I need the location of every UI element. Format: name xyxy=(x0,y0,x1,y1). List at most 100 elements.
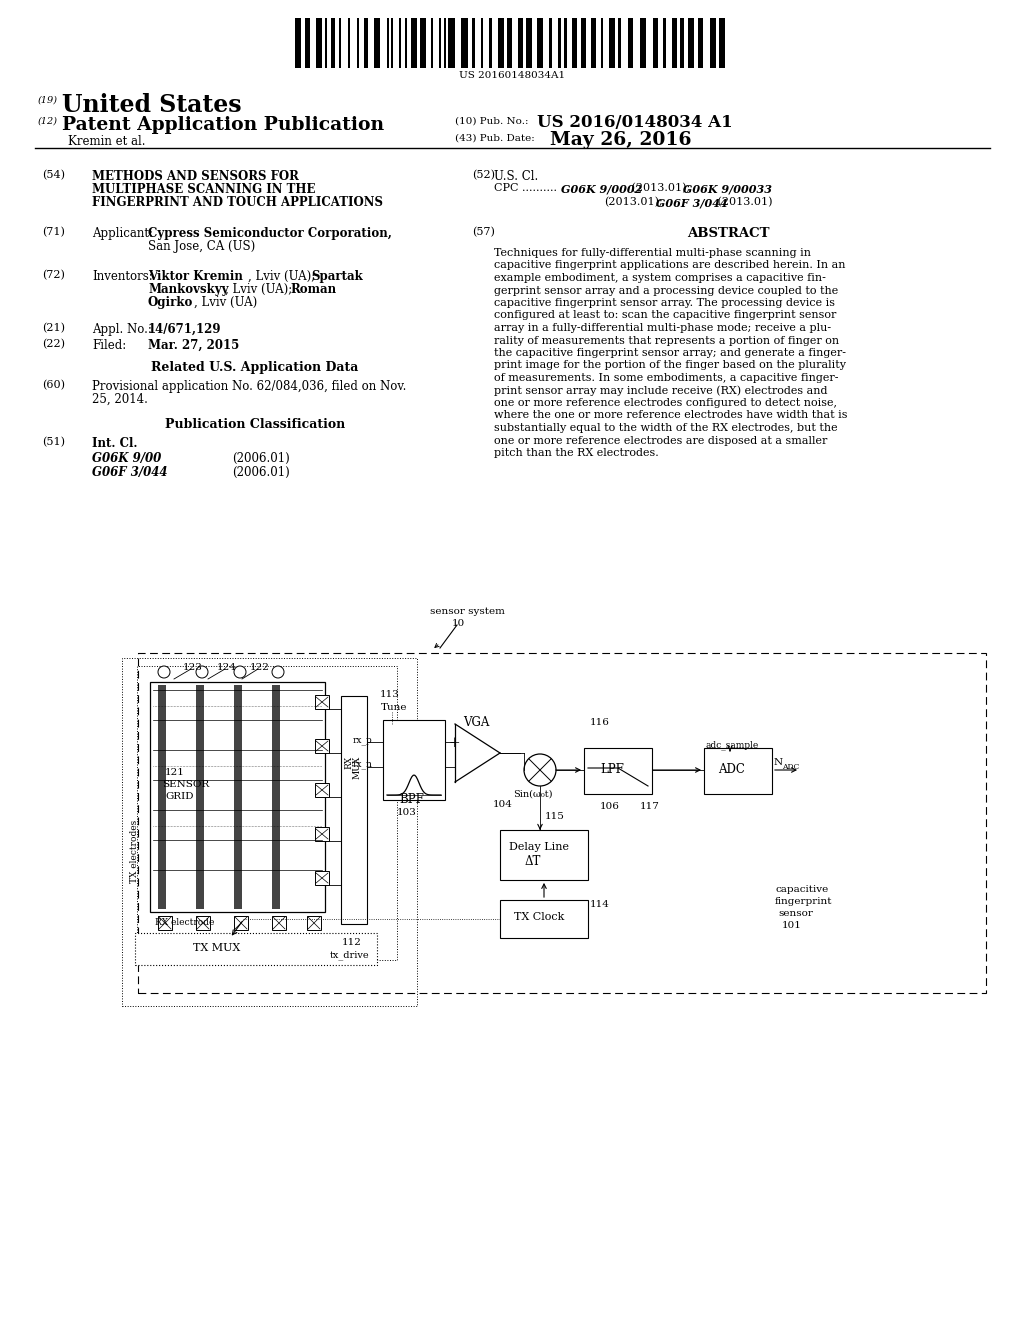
Bar xyxy=(462,18,468,69)
Bar xyxy=(326,18,328,69)
Bar xyxy=(158,685,166,909)
Circle shape xyxy=(272,667,284,678)
Text: Techniques for fully-differential multi-phase scanning in: Techniques for fully-differential multi-… xyxy=(494,248,811,257)
Text: VGA: VGA xyxy=(463,715,489,729)
Text: rx_p: rx_p xyxy=(353,737,373,744)
Text: example embodiment, a system comprises a capacitive fin-: example embodiment, a system comprises a… xyxy=(494,273,826,282)
Text: Tune: Tune xyxy=(381,704,408,711)
Bar xyxy=(305,18,310,69)
Text: gerprint sensor array and a processing device coupled to the: gerprint sensor array and a processing d… xyxy=(494,285,839,296)
Bar xyxy=(710,18,717,69)
Text: MUX: MUX xyxy=(353,756,362,779)
Bar xyxy=(158,916,172,931)
Text: (22): (22) xyxy=(42,339,65,350)
Bar xyxy=(591,18,596,69)
Text: G06K 9/0002: G06K 9/0002 xyxy=(561,183,642,194)
Bar xyxy=(571,18,577,69)
Bar xyxy=(444,18,446,69)
Bar xyxy=(517,18,523,69)
Bar xyxy=(272,685,280,909)
Text: (43) Pub. Date:: (43) Pub. Date: xyxy=(455,135,535,143)
Text: 116: 116 xyxy=(590,718,610,727)
Text: (51): (51) xyxy=(42,437,65,447)
Bar xyxy=(549,18,552,69)
Bar xyxy=(339,18,341,69)
Bar xyxy=(356,18,358,69)
Bar xyxy=(698,18,703,69)
Text: ADC: ADC xyxy=(782,763,800,771)
Text: (2013.01);: (2013.01); xyxy=(628,183,690,193)
Text: 114: 114 xyxy=(590,900,610,909)
Text: (2013.01);: (2013.01); xyxy=(604,197,663,207)
Bar xyxy=(584,748,652,795)
Text: TX Clock: TX Clock xyxy=(514,912,564,921)
Circle shape xyxy=(524,754,556,785)
Text: TX MUX: TX MUX xyxy=(193,942,241,953)
Text: Publication Classification: Publication Classification xyxy=(165,418,345,432)
Text: Filed:: Filed: xyxy=(92,339,126,352)
Bar xyxy=(196,916,210,931)
Text: sensor: sensor xyxy=(778,909,813,917)
Bar xyxy=(672,18,678,69)
Text: (60): (60) xyxy=(42,380,65,391)
Bar xyxy=(498,18,504,69)
Bar xyxy=(122,657,417,1006)
Text: 123: 123 xyxy=(183,663,203,672)
Text: 106: 106 xyxy=(600,803,620,810)
Text: (54): (54) xyxy=(42,170,65,181)
Text: (2006.01): (2006.01) xyxy=(232,466,290,479)
Bar xyxy=(315,783,329,797)
Text: 121: 121 xyxy=(165,768,185,777)
Bar xyxy=(398,18,400,69)
Text: (52): (52) xyxy=(472,170,495,181)
Text: pitch than the RX electrodes.: pitch than the RX electrodes. xyxy=(494,447,658,458)
Text: (71): (71) xyxy=(42,227,65,238)
Circle shape xyxy=(158,667,170,678)
Bar xyxy=(705,748,772,795)
Text: 25, 2014.: 25, 2014. xyxy=(92,393,147,407)
Bar xyxy=(472,18,475,69)
Text: (2006.01): (2006.01) xyxy=(232,451,290,465)
Bar xyxy=(526,18,531,69)
Text: 10: 10 xyxy=(452,619,465,628)
Bar xyxy=(719,18,725,69)
Text: print image for the portion of the finger based on the plurality: print image for the portion of the finge… xyxy=(494,360,846,371)
Text: Mankovskyy: Mankovskyy xyxy=(148,282,228,296)
Text: print sensor array may include receive (RX) electrodes and: print sensor array may include receive (… xyxy=(494,385,827,396)
Text: MULTIPHASE SCANNING IN THE: MULTIPHASE SCANNING IN THE xyxy=(92,183,315,195)
Text: the capacitive fingerprint sensor array; and generate a finger-: the capacitive fingerprint sensor array;… xyxy=(494,348,846,358)
Text: capacitive: capacitive xyxy=(775,884,828,894)
Bar xyxy=(481,18,483,69)
Bar xyxy=(628,18,633,69)
Text: N: N xyxy=(774,758,783,767)
Text: 122: 122 xyxy=(250,663,270,672)
Text: US 2016/0148034 A1: US 2016/0148034 A1 xyxy=(537,114,732,131)
Text: 112: 112 xyxy=(342,939,361,946)
Bar xyxy=(315,18,322,69)
Bar xyxy=(315,739,329,752)
Text: 103: 103 xyxy=(397,808,417,817)
Text: (72): (72) xyxy=(42,271,65,280)
Text: substantially equal to the width of the RX electrodes, but the: substantially equal to the width of the … xyxy=(494,422,838,433)
Bar xyxy=(387,18,389,69)
Bar xyxy=(680,18,684,69)
Bar xyxy=(331,18,335,69)
Text: one or more reference electrodes are disposed at a smaller: one or more reference electrodes are dis… xyxy=(494,436,827,446)
Text: Sin(ω₀t): Sin(ω₀t) xyxy=(513,789,553,799)
Bar xyxy=(489,18,492,69)
Text: of measurements. In some embodiments, a capacitive finger-: of measurements. In some embodiments, a … xyxy=(494,374,839,383)
Text: (2013.01): (2013.01) xyxy=(714,197,772,207)
Text: Roman: Roman xyxy=(290,282,336,296)
Circle shape xyxy=(234,667,246,678)
Text: configured at least to: scan the capacitive fingerprint sensor: configured at least to: scan the capacit… xyxy=(494,310,837,321)
Text: Appl. No.:: Appl. No.: xyxy=(92,323,152,337)
Bar xyxy=(196,685,204,909)
Bar xyxy=(135,933,377,965)
Text: US 20160148034A1: US 20160148034A1 xyxy=(459,71,565,81)
Text: SENSOR: SENSOR xyxy=(162,780,209,789)
Text: , Lviv (UA);: , Lviv (UA); xyxy=(248,271,315,282)
Bar xyxy=(307,916,321,931)
Bar xyxy=(582,18,586,69)
Text: United States: United States xyxy=(62,92,242,117)
Text: 14/671,129: 14/671,129 xyxy=(148,323,221,337)
